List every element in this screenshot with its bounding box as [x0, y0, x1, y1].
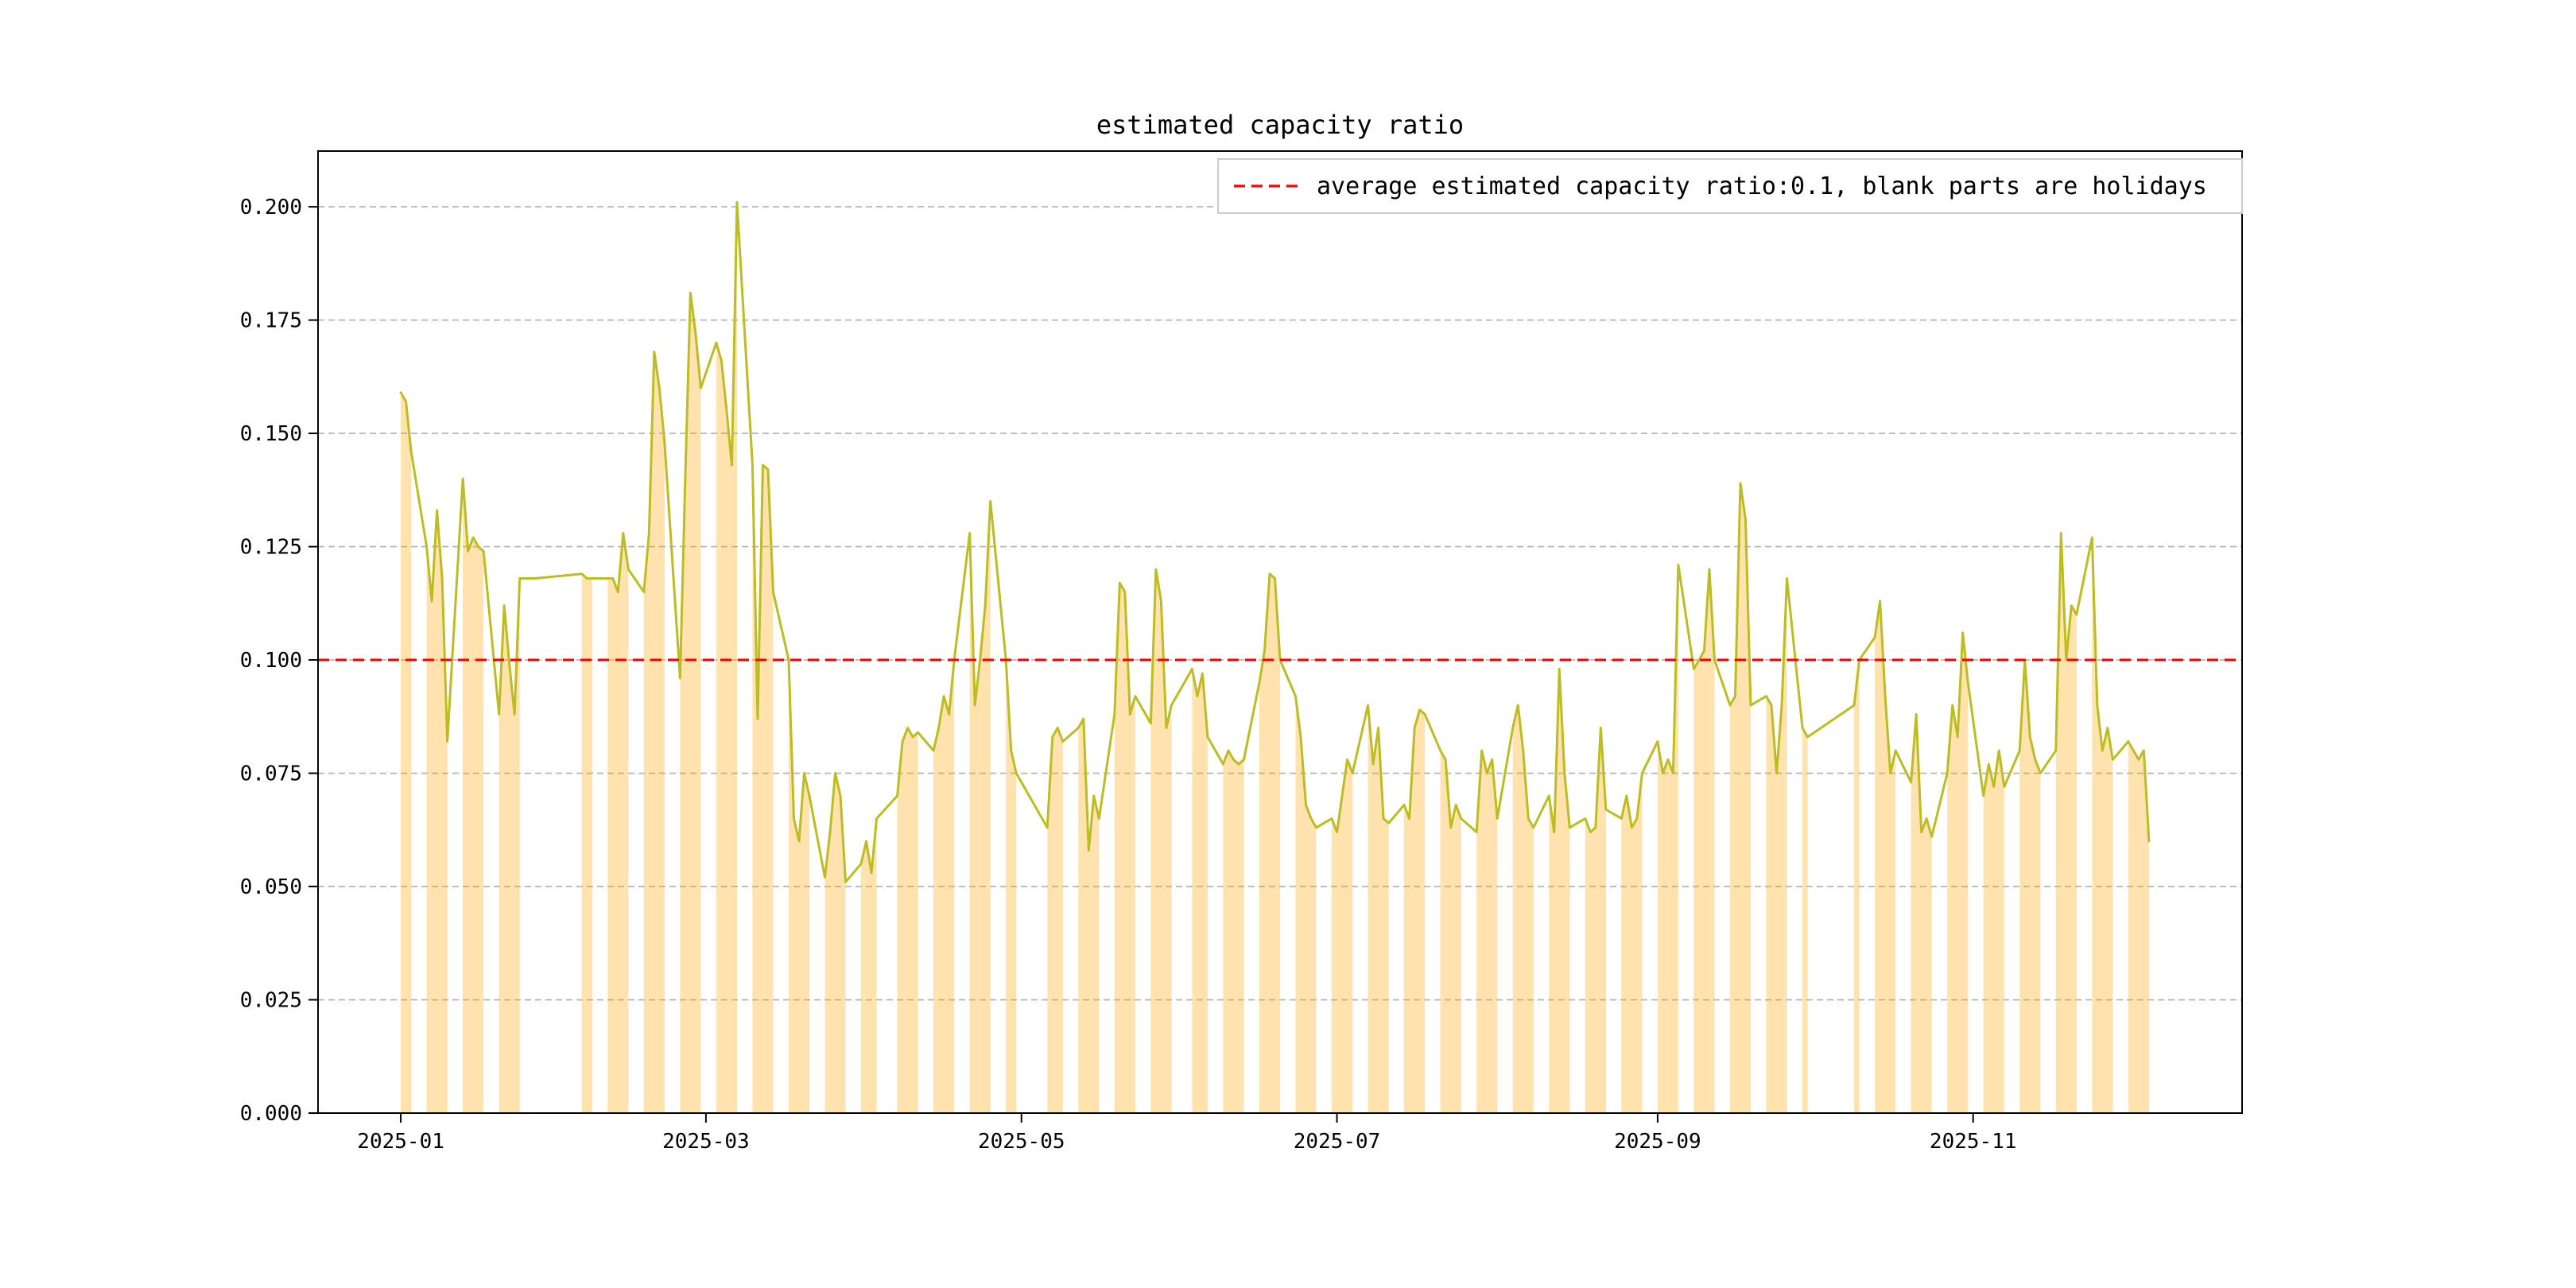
workday-fill	[2019, 660, 2041, 1113]
workday-fill	[2092, 537, 2113, 1113]
workday-fill	[401, 392, 412, 1113]
workday-fill	[1947, 632, 1969, 1113]
x-tick-label: 2025-11	[1930, 1130, 2017, 1154]
workday-fill	[1192, 669, 1208, 1113]
workday-fill	[1332, 759, 1353, 1113]
workday-fill	[2128, 741, 2149, 1113]
workday-fill	[1729, 483, 1751, 1113]
y-tick-label: 0.000	[240, 1102, 302, 1126]
workday-fill	[607, 533, 629, 1113]
workday-fill	[680, 293, 701, 1113]
workday-fill-areas	[401, 202, 2149, 1114]
x-tick-label: 2025-01	[357, 1130, 444, 1154]
workday-fill	[969, 501, 991, 1113]
workday-fill	[1621, 773, 1643, 1113]
legend: average estimated capacity ratio:0.1, bl…	[1217, 158, 2243, 214]
workday-fill	[1006, 660, 1017, 1113]
workday-fill	[581, 573, 592, 1113]
workday-fill	[463, 479, 484, 1113]
workday-fill	[426, 510, 448, 1113]
workday-fill	[752, 464, 774, 1113]
axes-border	[317, 150, 2243, 1114]
workday-fill	[933, 660, 955, 1113]
workday-fill	[716, 202, 737, 1113]
workday-fill	[1476, 751, 1498, 1113]
workday-fill	[1983, 751, 2004, 1113]
workday-fill	[1693, 569, 1715, 1113]
y-tick-label: 0.050	[240, 875, 302, 899]
workday-fill	[1404, 709, 1426, 1113]
workday-fill	[1295, 696, 1317, 1113]
y-tick-label: 0.125	[240, 536, 302, 560]
workday-fill	[2055, 533, 2077, 1113]
workday-fill	[643, 351, 665, 1114]
y-tick-label: 0.025	[240, 989, 302, 1013]
legend-box	[1217, 158, 2243, 214]
workday-fill	[1875, 600, 1896, 1113]
workday-fill	[1549, 669, 1570, 1113]
y-tick-label: 0.075	[240, 762, 302, 786]
series-layer	[318, 200, 2242, 883]
workday-fill	[1047, 727, 1063, 1113]
y-tick-label: 0.175	[240, 309, 302, 333]
workday-fill	[861, 818, 877, 1113]
workday-fill	[1440, 751, 1461, 1113]
workday-fill	[1585, 727, 1606, 1113]
workday-fill	[1259, 573, 1280, 1113]
workday-fill	[1368, 705, 1389, 1113]
x-tick-label: 2025-03	[662, 1130, 750, 1154]
workday-fill	[1512, 705, 1534, 1113]
x-tick-label: 2025-09	[1614, 1130, 1701, 1154]
workday-fill	[1223, 751, 1244, 1113]
legend-label: average estimated capacity ratio:0.1, bl…	[1317, 173, 2207, 200]
chart-title: estimated capacity ratio	[1096, 110, 1464, 140]
axes: 0.000 0.025 0.050 0.075 0.100 0.125 0.150 0.175…	[240, 150, 2243, 1154]
workday-fill	[1078, 719, 1100, 1113]
workday-fill	[1150, 569, 1172, 1113]
y-tick-label: 0.150	[240, 422, 302, 446]
workday-fill	[1911, 714, 1932, 1113]
workday-fill	[824, 773, 846, 1113]
y-tick-label: 0.200	[240, 196, 302, 219]
x-tick-label: 2025-07	[1294, 1130, 1381, 1154]
workday-fill	[1657, 564, 1678, 1113]
capacity-ratio-line	[399, 200, 2151, 883]
workday-fill	[499, 578, 520, 1113]
workday-fill	[897, 727, 918, 1113]
plot-area: 0.000 0.025 0.050 0.075 0.100 0.125 0.150 0.175…	[240, 150, 2243, 1154]
workday-fill	[1854, 660, 1860, 1113]
workday-fill	[788, 660, 810, 1113]
y-tick-label: 0.100	[240, 649, 302, 673]
workday-fill	[1802, 727, 1808, 1113]
x-tick-label: 2025-05	[978, 1130, 1065, 1154]
